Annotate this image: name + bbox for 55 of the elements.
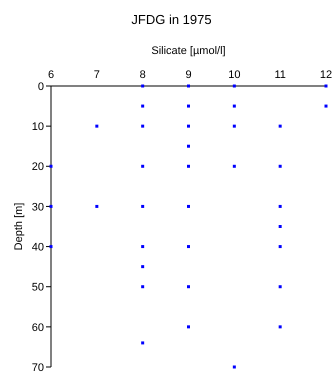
- point: [50, 164, 52, 168]
- point: [187, 164, 190, 168]
- y-tick-label: 30: [32, 201, 44, 214]
- point: [187, 325, 190, 328]
- y-tick-label: 10: [32, 121, 44, 134]
- y-tick-label: 20: [32, 161, 44, 174]
- point: [278, 285, 282, 288]
- point: [232, 84, 236, 88]
- point: [278, 204, 282, 208]
- point: [232, 366, 236, 368]
- point: [50, 204, 52, 208]
- point: [141, 285, 144, 288]
- point: [95, 204, 98, 208]
- point: [187, 144, 190, 148]
- y-tick-label: 70: [32, 362, 44, 374]
- point: [278, 245, 282, 248]
- point: [141, 124, 144, 128]
- point: [187, 204, 190, 208]
- point: [187, 104, 190, 108]
- point: [324, 104, 328, 108]
- y-tick-label: 0: [38, 80, 44, 93]
- x-tick-label: 11: [274, 69, 286, 81]
- point: [187, 285, 190, 288]
- x-tick-label: 10: [228, 69, 240, 81]
- point: [278, 225, 282, 228]
- point: [232, 164, 236, 168]
- y-tick-label: 50: [32, 282, 44, 294]
- point: [187, 124, 190, 128]
- chart-title: JFDG in 1975: [130, 12, 213, 27]
- point: [50, 245, 52, 248]
- point: [95, 124, 98, 128]
- point: [278, 124, 282, 128]
- point: [232, 104, 236, 108]
- point: [141, 245, 144, 248]
- y-tick-label: 60: [32, 322, 44, 334]
- point: [187, 245, 190, 248]
- x-tick-label: 6: [48, 69, 54, 81]
- point: [141, 84, 144, 88]
- point: [141, 164, 144, 168]
- point: [324, 84, 328, 88]
- x-tick-label: 8: [140, 69, 146, 81]
- point: [187, 84, 190, 88]
- x-axis-title: Silicate [µmol/l]: [151, 44, 226, 57]
- point: [232, 124, 236, 128]
- point: [141, 265, 144, 268]
- point: [141, 204, 144, 208]
- x-tick-label: 12: [320, 69, 332, 81]
- x-tick-label: 7: [94, 69, 100, 81]
- y-tick-label: 40: [32, 241, 44, 254]
- x-tick-label: 9: [185, 69, 192, 81]
- point: [141, 104, 144, 108]
- point: [141, 341, 144, 344]
- point: [278, 164, 282, 168]
- point: [278, 325, 282, 328]
- y-axis-title: Depth [m]: [12, 202, 25, 250]
